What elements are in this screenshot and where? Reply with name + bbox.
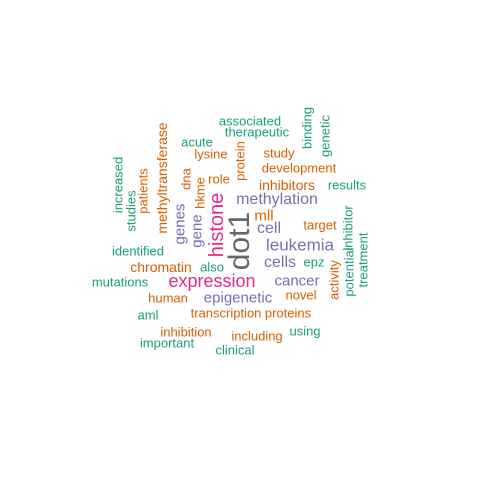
word-cancer: cancer [274, 272, 320, 290]
word-important: important [139, 335, 195, 351]
word-dna: dna [178, 168, 194, 190]
word-development: development [261, 160, 337, 176]
word-transcription: transcription [190, 305, 262, 321]
word-studies: studies [123, 190, 139, 232]
word-role: role [208, 171, 230, 187]
word-dot1: dot1 [223, 211, 256, 271]
word-cells: cells [263, 254, 297, 271]
word-cell: cell [256, 220, 282, 237]
word-inhibitor: inhibitor [340, 205, 356, 251]
word-aml: aml [137, 307, 159, 323]
word-epigenetic: epigenetic [203, 289, 273, 307]
word-gene: gene [188, 214, 206, 248]
word-potential: potential [341, 247, 357, 297]
word-leukemia: leukemia [265, 235, 335, 255]
word-study: study [263, 145, 295, 161]
word-protein: protein [232, 141, 248, 181]
word-treatment: treatment [355, 232, 371, 288]
word-mll: mll [254, 207, 274, 225]
word-genes: genes [171, 203, 189, 245]
word-also: also [200, 259, 224, 275]
word-novel: novel [285, 287, 317, 303]
word-methyltransferase: methyltransferase [154, 122, 170, 234]
word-hkme: hkme [192, 177, 208, 209]
word-including: including [231, 328, 283, 344]
word-associated: associated [218, 113, 282, 129]
word-lysine: lysine [194, 146, 228, 162]
word-expression: expression [168, 271, 256, 291]
word-results: results [327, 177, 367, 193]
word-therapeutic: therapeutic [224, 124, 290, 140]
word-methylation: methylation [236, 191, 318, 208]
word-proteins: proteins [264, 305, 312, 321]
word-clinical: clinical [215, 342, 255, 358]
word-human: human [148, 290, 188, 306]
word-acute: acute [181, 134, 213, 150]
word-genetic: genetic [317, 115, 333, 157]
word-inhibition: inhibition [160, 324, 212, 340]
word-using: using [289, 323, 321, 339]
word-inhibitors: inhibitors [258, 177, 316, 193]
word-identified: identified [111, 243, 165, 259]
word-epz: epz [303, 254, 325, 270]
word-binding: binding [299, 107, 315, 149]
word-target: target [303, 217, 337, 233]
word-activity: activity [326, 260, 342, 300]
word-chromatin: chromatin [130, 259, 192, 275]
word-histone: histone [206, 192, 228, 258]
word-mutations: mutations [91, 274, 149, 290]
